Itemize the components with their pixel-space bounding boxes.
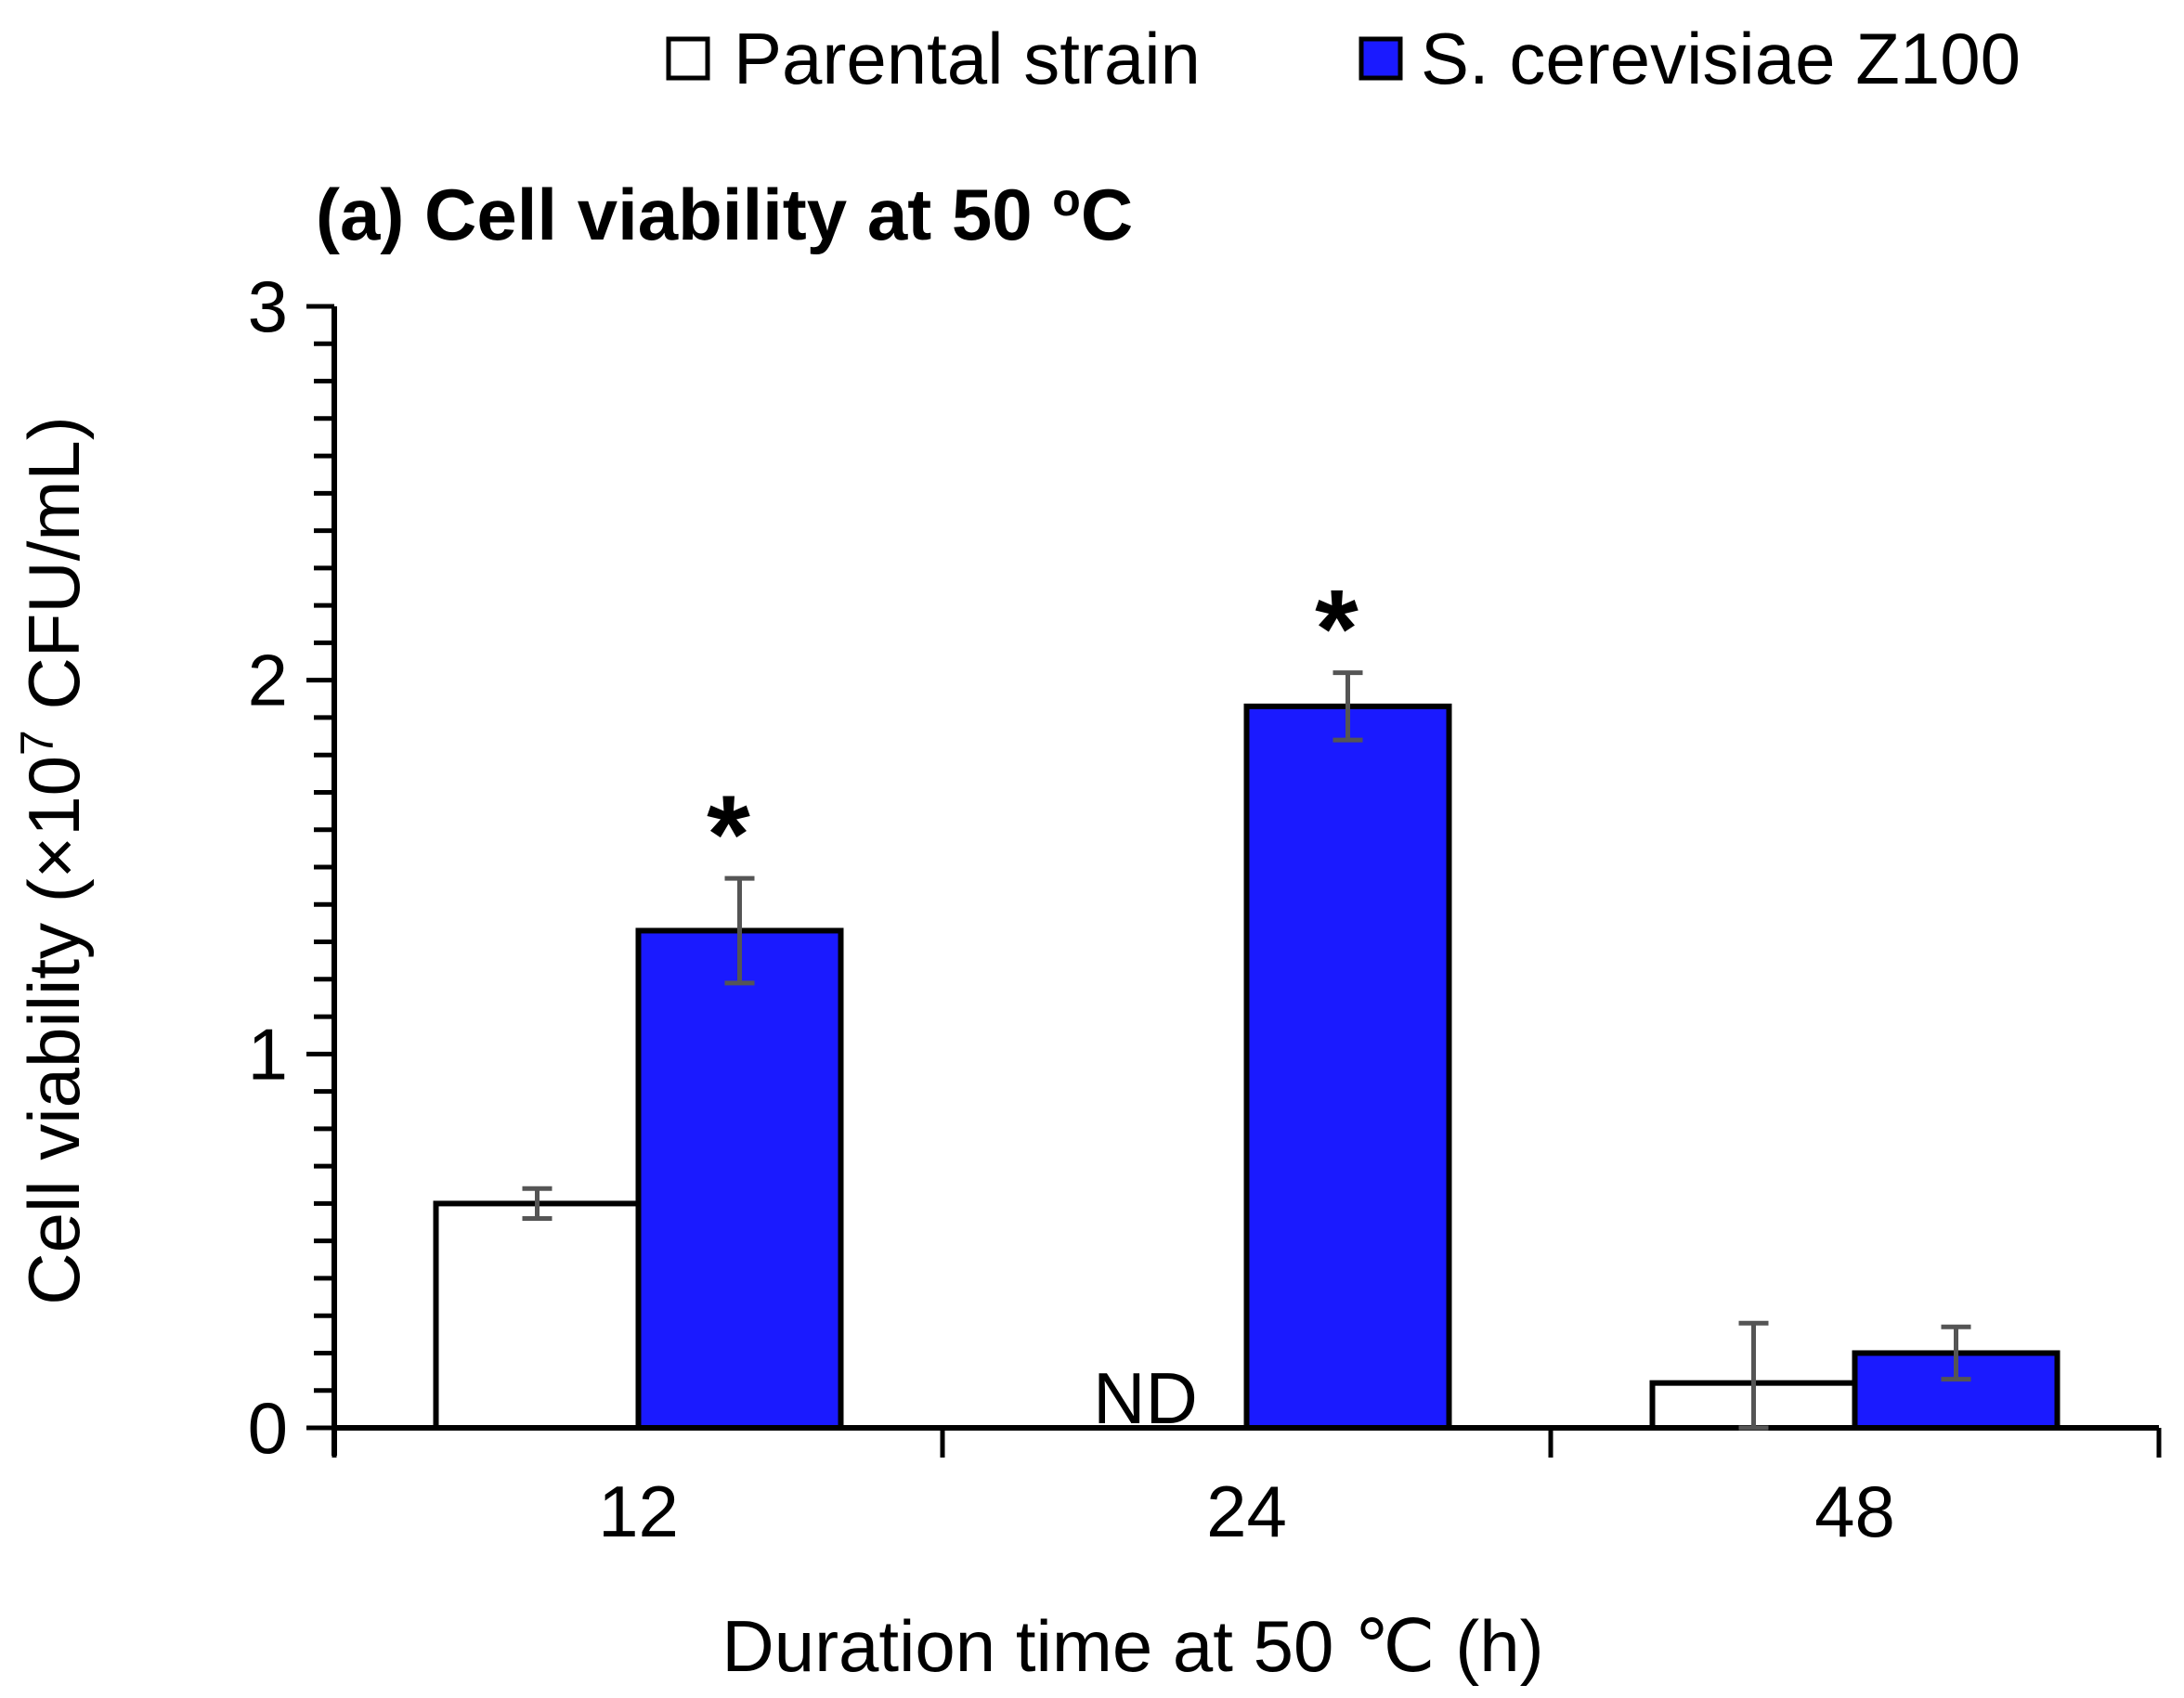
y-tick-label: 0 [248,1387,288,1469]
bar-z100 [1243,703,1452,1431]
x-axis-label: Duration time at 50 ℃ (h) [722,1605,1543,1687]
y-tick-label: 3 [248,266,288,347]
legend-label-parental: Parental strain [734,18,1201,99]
bar-parental [433,1200,642,1432]
y-axis-label: Cell viability (×107 CFU/mL) [11,416,95,1305]
chart-title-sup: o [1052,174,1081,226]
legend: Parental strain S. cerevisiae Z100 [666,18,2021,99]
chart-title: (a) Cell viability at 50 oC [316,174,1133,255]
significance-star: * [1315,567,1358,692]
legend-label-z100: S. cerevisiae Z100 [1421,18,2021,99]
y-tick-label: 2 [248,640,288,721]
chart-title-main: (a) Cell viability at 50 [316,174,1052,255]
legend-swatch-parental [666,36,710,81]
x-tick-label: 12 [598,1471,679,1552]
bar-z100 [635,927,844,1431]
y-tick-label: 1 [248,1013,288,1095]
x-tick-label: 24 [1206,1471,1287,1552]
legend-swatch-z100 [1358,36,1403,81]
nd-label: ND [1093,1357,1198,1439]
chart-title-end: C [1081,174,1133,255]
significance-star: * [707,772,750,897]
x-tick-label: 48 [1814,1471,1895,1552]
y-axis-label-sup: 7 [11,730,63,756]
bars: * ND * [433,567,2060,1439]
